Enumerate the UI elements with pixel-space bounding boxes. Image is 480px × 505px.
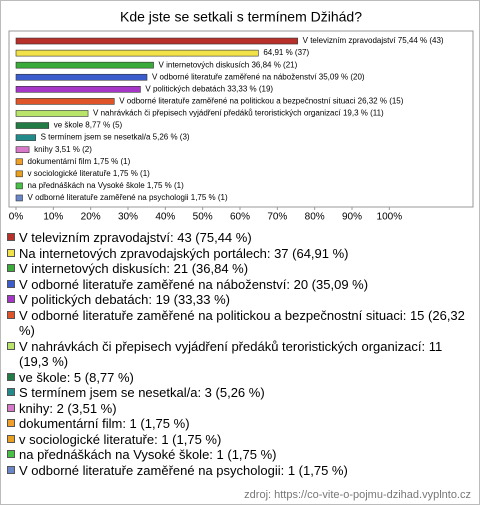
x-tick-label: 0%: [9, 212, 24, 223]
legend-label: S termínem jsem se nesetkal/a: 3 (5,26 %…: [19, 385, 265, 400]
bar-label: 64,91 % (37): [263, 48, 309, 57]
legend-item: S termínem jsem se nesetkal/a: 3 (5,26 %…: [7, 385, 473, 401]
legend-swatch: [7, 372, 15, 381]
bar: [15, 61, 154, 69]
bar-label: V odborné literatuře zaměřené na politic…: [119, 97, 404, 106]
legend-item: V odborné literatuře zaměřené na psychol…: [7, 463, 473, 479]
legend-label: V odborné literatuře zaměřené na politic…: [19, 307, 465, 339]
legend-item: V politických debatách: 19 (33,33 %): [7, 292, 473, 308]
x-tick-label: 10%: [43, 212, 63, 223]
legend-label: V nahrávkách či přepisech vyjádření před…: [19, 338, 443, 370]
bar-label: knihy 3,51 % (2): [34, 145, 92, 154]
legend-swatch: [7, 295, 15, 303]
bar: [15, 122, 50, 129]
bar: [15, 134, 36, 141]
bar: [15, 73, 148, 81]
chart-title: Kde jste se setkali s termínem Džihád?: [120, 9, 362, 25]
legend-item: V nahrávkách či přepisech vyjádření před…: [7, 339, 473, 370]
plot-frame: [8, 30, 474, 208]
legend-item: V odborné literatuře zaměřené na politic…: [7, 308, 473, 339]
legend-label: ve škole: 5 (8,77 %): [19, 369, 134, 385]
x-tick-label: 50%: [193, 212, 213, 223]
x-tick-label: 20%: [81, 212, 101, 223]
x-tick-label: 30%: [118, 212, 138, 223]
legend-swatch: [7, 465, 15, 474]
legend-item: dokumentární film: 1 (1,75 %): [7, 416, 473, 432]
source: zdroj: https://co-vite-o-pojmu-dzihad.vy…: [244, 489, 471, 501]
legend-item: V televizním zpravodajství: 43 (75,44 %): [7, 230, 473, 246]
legend-label: V televizním zpravodajství: 43 (75,44 %): [19, 230, 252, 245]
legend-item: V internetových diskusích: 21 (36,84 %): [7, 261, 473, 277]
legend-label: V odborné literatuře zaměřené na psychol…: [19, 462, 348, 478]
bar: [15, 158, 23, 166]
bar-label: V internetových diskusích 36,84 % (21): [159, 60, 298, 69]
bar-label: V nahrávkách či přepisech vyjádření před…: [93, 109, 384, 118]
legend-label: knihy: 2 (3,51 %): [19, 400, 117, 416]
bar-label: dokumentární film 1,75 % (1): [28, 157, 131, 166]
bar: [15, 98, 115, 105]
legend-label: V odborné literatuře zaměřené na nábožen…: [19, 276, 369, 292]
legend-item: na přednáškách na Vysoké škole: 1 (1,75 …: [7, 447, 473, 463]
bar-label: V odborné literatuře zaměřené na nábožen…: [152, 72, 365, 81]
legend-swatch: [7, 388, 15, 396]
bar: [15, 194, 23, 202]
legend-item: V odborné literatuře zaměřené na nábožen…: [7, 277, 473, 293]
bar: [15, 110, 89, 117]
legend-swatch: [7, 419, 15, 427]
legend-swatch: [7, 450, 15, 458]
legend-label: dokumentární film: 1 (1,75 %): [19, 416, 190, 431]
legend-label: na přednáškách na Vysoké škole: 1 (1,75 …: [19, 447, 277, 462]
x-tick-label: 100%: [377, 212, 403, 223]
x-tick-label: 60%: [230, 212, 250, 223]
legend: V televizním zpravodajství: 43 (75,44 %)…: [7, 230, 473, 478]
legend-item: Na internetových zpravodajských portálec…: [7, 246, 473, 262]
legend-swatch: [7, 310, 15, 319]
bar-label: ve škole 8,77 % (5): [54, 121, 123, 130]
legend-label: V internetových diskusích: 21 (36,84 %): [19, 261, 249, 276]
bar: [15, 170, 23, 178]
legend-swatch: [7, 233, 15, 241]
bar-label: V odborné literatuře zaměřené na psychol…: [28, 193, 228, 202]
x-tick-label: 90%: [342, 212, 362, 223]
legend-label: Na internetových zpravodajských portálec…: [19, 245, 349, 261]
x-tick-label: 70%: [267, 212, 287, 223]
legend-item: v sociologické literatuře: 1 (1,75 %): [7, 432, 473, 448]
bar-label: S termínem jsem se nesetkal/a 5,26 % (3): [41, 133, 190, 142]
legend-swatch: [7, 403, 15, 412]
bar-label: V politických debatách 33,33 % (19): [145, 84, 273, 93]
bar: [15, 182, 23, 190]
legend-swatch: [7, 248, 15, 257]
chart: Kde jste se setkali s termínem Džihád? 0…: [8, 9, 474, 223]
bar: [15, 49, 259, 57]
x-tick-label: 80%: [305, 212, 325, 223]
legend-label: V politických debatách: 19 (33,33 %): [19, 292, 231, 307]
bar: [15, 146, 30, 153]
legend-swatch: [7, 434, 15, 443]
legend-item: ve škole: 5 (8,77 %): [7, 370, 473, 386]
bar: [15, 37, 298, 45]
bar-label: na přednáškách na Vysoké škole 1,75 % (1…: [28, 181, 185, 190]
legend-swatch: [7, 341, 15, 350]
legend-swatch: [7, 264, 15, 272]
x-tick-label: 40%: [155, 212, 175, 223]
legend-item: knihy: 2 (3,51 %): [7, 401, 473, 417]
bar-label: V televizním zpravodajství 75,44 % (43): [303, 36, 444, 45]
legend-swatch: [7, 279, 15, 288]
bar-label: v sociologické literatuře 1,75 % (1): [28, 169, 151, 178]
bar: [15, 86, 141, 93]
legend-label: v sociologické literatuře: 1 (1,75 %): [19, 431, 222, 447]
